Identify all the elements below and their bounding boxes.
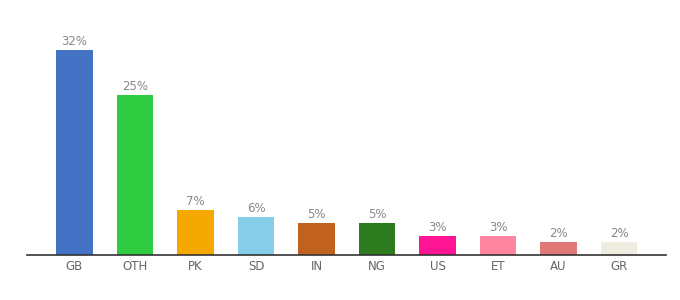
Bar: [117, 94, 153, 255]
Bar: [238, 217, 274, 255]
Bar: [359, 223, 395, 255]
Text: 2%: 2%: [549, 227, 568, 240]
Text: 5%: 5%: [368, 208, 386, 221]
Bar: [541, 242, 577, 255]
Text: 5%: 5%: [307, 208, 326, 221]
Text: 7%: 7%: [186, 195, 205, 208]
Bar: [420, 236, 456, 255]
Bar: [601, 242, 637, 255]
Text: 3%: 3%: [428, 221, 447, 234]
Text: 6%: 6%: [247, 202, 265, 214]
Text: 3%: 3%: [489, 221, 507, 234]
Bar: [480, 236, 516, 255]
Bar: [299, 223, 335, 255]
Bar: [56, 50, 92, 255]
Text: 2%: 2%: [610, 227, 628, 240]
Text: 25%: 25%: [122, 80, 148, 93]
Bar: [177, 210, 214, 255]
Text: 32%: 32%: [61, 35, 88, 48]
